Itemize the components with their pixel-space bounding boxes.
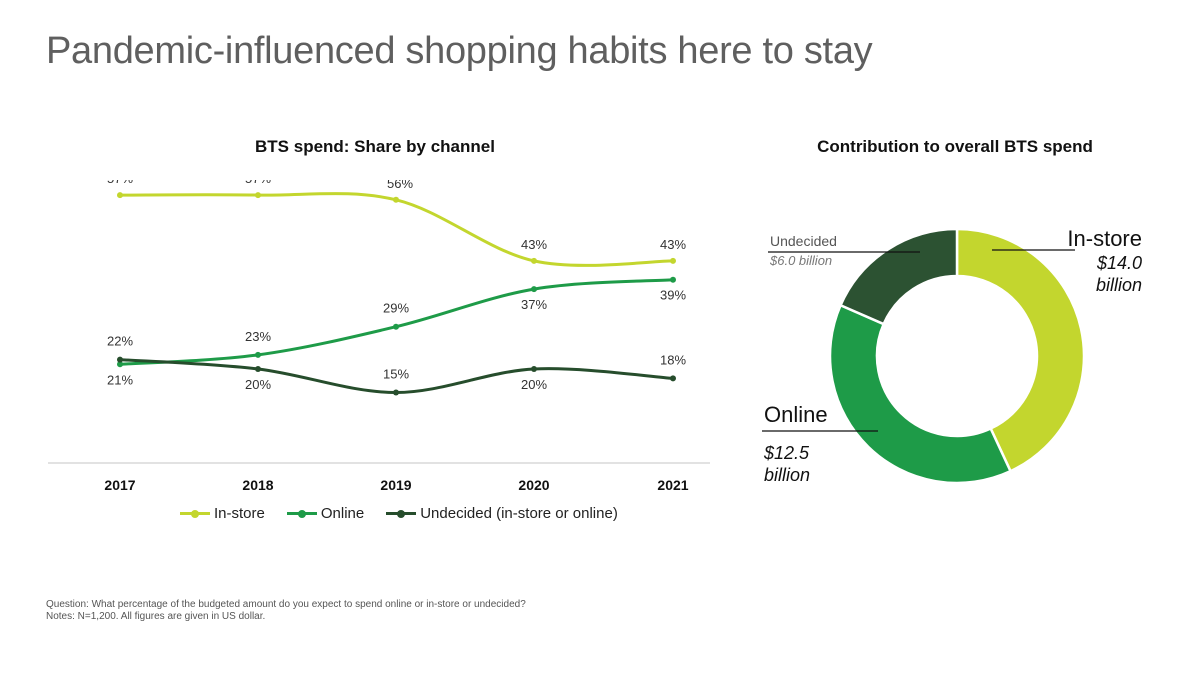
donut-label-undecided-name: Undecided	[770, 233, 837, 249]
line-chart-legend: In-store Online Undecided (in-store or o…	[180, 505, 618, 522]
x-tick-label-2021: 2021	[657, 477, 688, 493]
x-tick-label-2020: 2020	[518, 477, 549, 493]
data-point-undecided-in-store-or-online-2020	[531, 366, 537, 372]
data-point-undecided-in-store-or-online-2017	[117, 356, 123, 363]
data-point-in-store-2020	[531, 257, 537, 264]
series-line-in-store	[119, 192, 674, 267]
data-label-online-2017: 21%	[107, 372, 133, 387]
donut-label-instore-name: In-store	[1067, 226, 1142, 251]
line-chart-title: BTS spend: Share by channel	[255, 137, 495, 156]
data-point-undecided-in-store-or-online-2021	[670, 375, 676, 382]
data-label-undecided-in-store-or-online-2019: 15%	[383, 367, 409, 382]
legend-swatch-online	[286, 509, 317, 518]
data-point-in-store-2021	[670, 257, 676, 264]
data-point-online-2017	[117, 361, 123, 368]
data-point-in-store-2018	[255, 192, 261, 199]
data-label-undecided-in-store-or-online-2017: 22%	[107, 334, 133, 349]
donut-label-online-name: Online	[764, 402, 828, 427]
donut-slice-undecided	[838, 227, 959, 326]
donut-label-undecided-value: $6.0 billion	[770, 253, 833, 268]
donut-slice-in-store	[955, 227, 1086, 473]
x-tick-label-2018: 2018	[242, 477, 273, 493]
data-label-in-store-2017: 57%	[107, 180, 133, 186]
data-label-online-2021: 39%	[660, 288, 686, 303]
data-label-undecided-in-store-or-online-2021: 18%	[660, 352, 686, 367]
data-point-undecided-in-store-or-online-2019	[393, 389, 399, 396]
data-point-undecided-in-store-or-online-2018	[255, 366, 261, 372]
donut-label-instore-value: $14.0	[1096, 253, 1142, 273]
legend-swatch-undecided	[386, 509, 417, 518]
legend-item-undecided: Undecided (in-store or online)	[386, 505, 618, 522]
series-line-online	[119, 278, 674, 366]
data-point-online-2021	[670, 276, 676, 283]
legend-label-undecided: Undecided (in-store or online)	[420, 505, 618, 522]
page-title: Pandemic-influenced shopping habits here…	[46, 30, 873, 72]
data-point-in-store-2017	[117, 192, 123, 199]
footnote-question: Question: What percentage of the budgete…	[46, 599, 526, 610]
data-label-in-store-2021: 43%	[660, 237, 686, 252]
data-point-in-store-2019	[393, 196, 399, 203]
legend-swatch-instore	[180, 509, 210, 518]
donut-label-online: Online $12.5 billion	[764, 402, 828, 486]
donut-label-undecided: Undecided $6.0 billion	[770, 233, 837, 268]
line-chart: 57% 57% 56% 43% 43% 21% 23% 29% 37% 39% 22% 20% 15% 2…	[48, 180, 710, 493]
donut-label-instore: In-store $14.0 billion	[1067, 226, 1142, 296]
footnote-notes: Notes: N=1,200. All figures are given in…	[46, 611, 266, 622]
donut-chart	[762, 227, 1086, 485]
data-point-online-2018	[255, 351, 261, 358]
data-point-online-2019	[393, 323, 399, 330]
data-label-online-2018: 23%	[245, 329, 271, 344]
x-tick-label-2017: 2017	[104, 477, 135, 493]
legend-item-instore: In-store	[180, 505, 265, 522]
donut-slice-online	[828, 303, 1013, 485]
data-label-online-2020: 37%	[521, 297, 547, 312]
legend-label-instore: In-store	[214, 505, 265, 522]
x-tick-label-2019: 2019	[380, 477, 411, 493]
donut-label-online-value: $12.5	[764, 443, 810, 463]
donut-label-instore-unit: billion	[1095, 275, 1142, 295]
data-point-online-2020	[531, 286, 537, 293]
data-label-in-store-2020: 43%	[521, 237, 547, 252]
donut-label-online-unit: billion	[764, 465, 811, 485]
data-label-in-store-2019: 56%	[387, 180, 413, 191]
data-label-undecided-in-store-or-online-2018: 20%	[245, 377, 271, 392]
legend-label-online: Online	[320, 505, 365, 522]
donut-chart-title: Contribution to overall BTS spend	[817, 137, 1093, 156]
legend-item-online: Online	[286, 505, 365, 522]
data-label-in-store-2018: 57%	[245, 180, 271, 186]
data-label-undecided-in-store-or-online-2020: 20%	[521, 377, 547, 392]
data-label-online-2019: 29%	[383, 301, 409, 316]
